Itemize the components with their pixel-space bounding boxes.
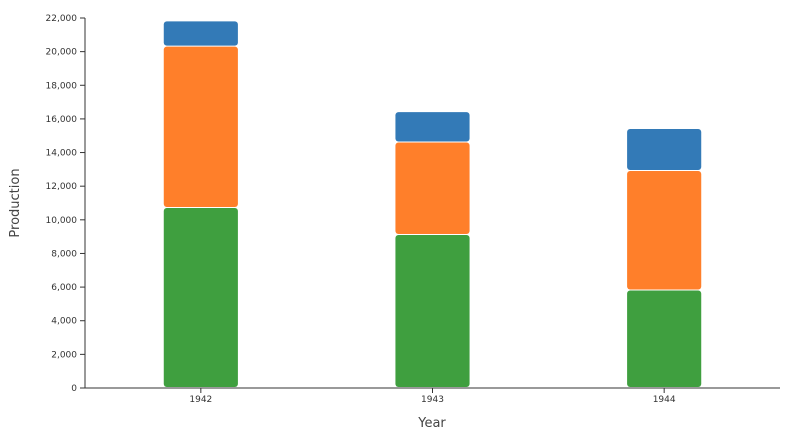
y-tick-label: 14,000 xyxy=(46,149,78,159)
bar-segment xyxy=(163,208,238,387)
y-tick-label: 4,000 xyxy=(51,317,77,327)
x-tick-label: 1942 xyxy=(189,395,212,405)
y-tick-label: 8,000 xyxy=(51,249,77,259)
y-axis: 0 2,000 4,000 6,000 8,000 10,000 12,000 14,000 1… xyxy=(46,14,86,394)
y-tick-label: 18,000 xyxy=(46,81,78,91)
bar-segment xyxy=(163,21,238,46)
y-tick-label: 12,000 xyxy=(46,182,78,192)
y-tick-label: 2,000 xyxy=(51,350,77,360)
bars-layer xyxy=(163,21,702,387)
bar-segment xyxy=(395,234,470,387)
x-tick-label: 1944 xyxy=(653,395,676,405)
y-tick-label: 22,000 xyxy=(46,14,78,24)
y-axis-title: Production xyxy=(8,168,23,237)
bar-segment xyxy=(627,290,702,387)
bar-segment xyxy=(627,129,702,171)
y-tick-label: 16,000 xyxy=(46,115,78,125)
y-tick-label: 20,000 xyxy=(46,48,78,58)
y-tick-label: 6,000 xyxy=(51,283,77,293)
bar-segment xyxy=(395,112,470,142)
y-tick-label: 10,000 xyxy=(46,216,78,226)
bar-segment xyxy=(627,171,702,290)
bar-segment xyxy=(163,46,238,208)
y-tick-label: 0 xyxy=(71,384,77,394)
x-tick-label: 1943 xyxy=(421,395,444,405)
x-axis-title: Year xyxy=(417,416,446,431)
x-axis: 1942 1943 1944 xyxy=(85,387,780,405)
bar-segment xyxy=(395,142,470,234)
